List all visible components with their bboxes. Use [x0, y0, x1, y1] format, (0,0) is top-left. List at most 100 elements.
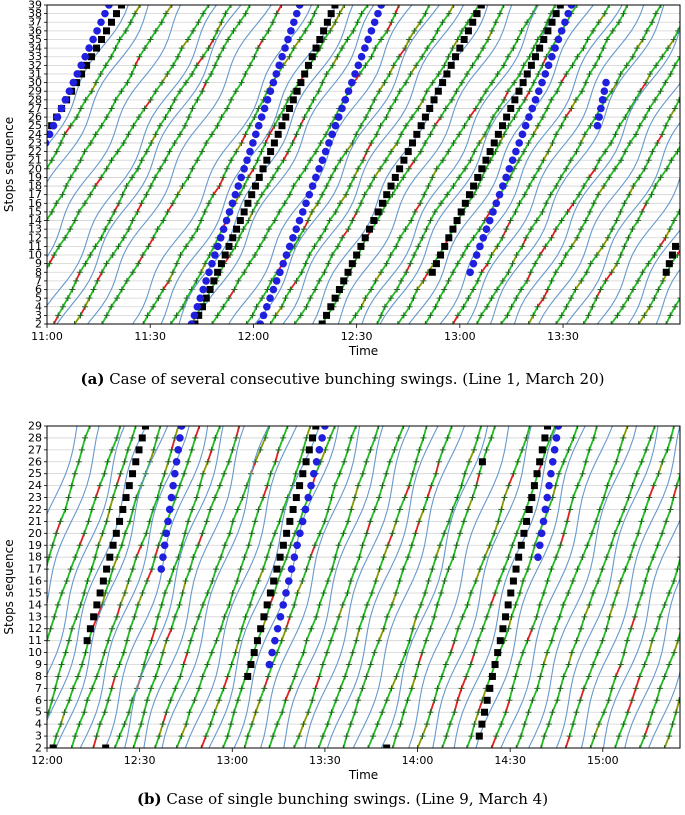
stop-marker [609, 27, 616, 34]
trajectory-segment [585, 263, 592, 273]
bunching-circle-marker [508, 156, 517, 164]
y-tick-label: 31 [28, 67, 42, 80]
trajectory-segment [280, 628, 287, 641]
bunching-square-marker [517, 541, 525, 549]
trajectory-segment [254, 699, 261, 713]
bunching-circle-marker [307, 481, 315, 490]
trajectory-segment [289, 533, 296, 546]
trajectory-segment [647, 556, 655, 570]
stop-marker [526, 53, 533, 60]
stop-marker [76, 269, 83, 276]
stop-marker [82, 260, 89, 267]
stop-marker [368, 286, 375, 293]
stop-marker [205, 5, 212, 8]
bunching-square-marker [428, 268, 436, 276]
stop-marker [458, 685, 465, 692]
stop-marker [125, 578, 132, 585]
trajectory-segment [394, 5, 400, 14]
stop-marker [413, 613, 420, 620]
stop-marker [460, 303, 467, 310]
stop-marker [335, 542, 342, 549]
trajectory-segment [402, 556, 409, 570]
stop-marker [400, 566, 407, 573]
stop-marker [67, 566, 74, 573]
bunching-circle-marker [370, 18, 379, 27]
trajectory-segment [371, 580, 377, 594]
trajectory-segment [659, 168, 668, 178]
stop-marker [500, 5, 507, 8]
stop-marker [74, 673, 81, 680]
trajectory-segment [341, 592, 349, 606]
stop-marker [293, 131, 300, 138]
bunching-square-marker [475, 732, 483, 740]
trajectory-segment [241, 616, 247, 630]
trajectory-segment [611, 220, 618, 230]
stop-marker [510, 470, 517, 477]
trajectory-segment [78, 711, 86, 725]
y-tick-label: 26 [28, 455, 42, 468]
trajectory-segment [229, 245, 237, 256]
stop-marker [189, 105, 196, 112]
bunching-circle-marker [167, 493, 176, 502]
trajectory-segment [334, 13, 341, 23]
stop-marker [147, 36, 154, 43]
y-tick-label: 25 [28, 467, 42, 480]
stop-marker [54, 601, 61, 608]
trajectory-segment [648, 297, 656, 308]
trajectory-segment [261, 185, 269, 196]
stop-marker [601, 494, 608, 501]
trajectory-segment [619, 202, 626, 213]
trajectory-segment [380, 306, 386, 316]
stop-marker [400, 174, 407, 181]
stop-marker [65, 637, 72, 644]
trajectory-segment [559, 533, 565, 546]
stop-marker [674, 566, 680, 573]
trajectory-segment [83, 580, 89, 594]
y-tick-label: 28 [28, 93, 42, 106]
bunching-circle-marker [295, 5, 304, 9]
trajectory-segment [547, 497, 554, 510]
trajectory-segment [103, 700, 110, 713]
stop-marker [129, 434, 136, 441]
stop-marker [117, 426, 124, 429]
stop-marker [264, 183, 271, 190]
stop-marker [526, 426, 533, 429]
trajectory-segment [555, 314, 563, 324]
y-tick-label: 6 [35, 694, 42, 707]
trajectory-segment [597, 568, 604, 582]
bunching-circle-marker [269, 78, 278, 87]
stop-marker [167, 321, 174, 324]
stop-marker [185, 114, 192, 121]
trajectory-segment [207, 39, 215, 49]
trajectory-segment [417, 99, 424, 109]
stop-marker [105, 637, 112, 644]
bunching-circle-marker [269, 285, 278, 294]
trajectory-segment [521, 437, 528, 451]
bunching-square-marker [528, 494, 536, 502]
stop-marker [345, 518, 352, 525]
bunching-circle-marker [552, 434, 561, 442]
trajectory-segment [596, 640, 604, 653]
trajectory-segment [148, 509, 154, 522]
stop-marker [347, 578, 354, 585]
stop-marker [109, 446, 116, 453]
stop-marker [169, 269, 176, 276]
y-tick-label: 30 [28, 76, 42, 89]
trajectory-segment [281, 556, 288, 570]
stop-marker [520, 62, 527, 69]
trajectory-segment [641, 263, 650, 273]
stop-marker [276, 114, 283, 121]
bunching-square-marker [409, 139, 417, 147]
stop-marker [438, 673, 445, 680]
stop-marker [155, 542, 162, 549]
bunching-circle-marker [564, 9, 572, 18]
trajectory-segment [264, 228, 270, 239]
stop-marker [258, 148, 265, 155]
trajectory-segment [167, 449, 173, 463]
trajectory-segment [440, 194, 448, 204]
trajectory-segment [324, 220, 331, 230]
stop-marker [342, 673, 349, 680]
trajectory-segment [309, 544, 316, 558]
stop-marker [192, 434, 199, 441]
trajectory-segment [177, 545, 183, 558]
